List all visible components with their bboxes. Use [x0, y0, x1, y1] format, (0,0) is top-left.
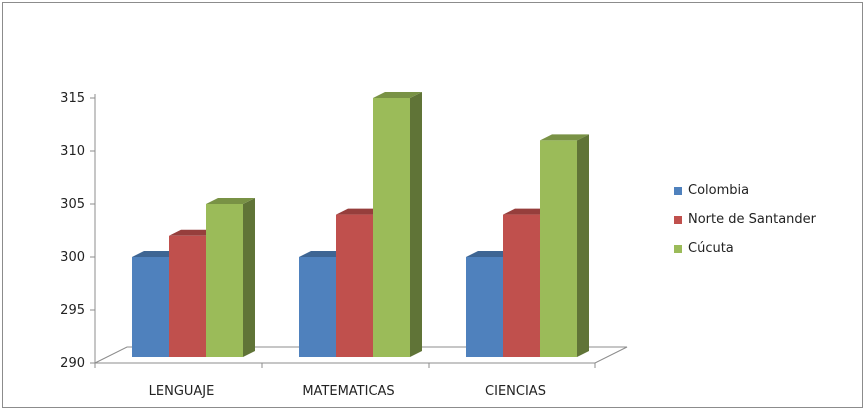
y-tick-label: 310 — [60, 144, 85, 159]
legend-item-cucuta: Cúcuta — [674, 234, 816, 263]
bar-side-face — [577, 134, 589, 357]
bar-front-face — [540, 140, 577, 357]
bar-front-face — [299, 257, 336, 357]
y-tick-label: 290 — [60, 356, 85, 371]
bar-front-face — [503, 214, 540, 357]
x-category-label: MATEMATICAS — [302, 384, 394, 399]
bar-front-face — [132, 257, 169, 357]
bar-cucuta-lenguaje — [206, 198, 255, 357]
legend-swatch-colombia — [674, 186, 682, 195]
y-tick-label: 300 — [60, 250, 85, 265]
bar-front-face — [466, 257, 503, 357]
legend-label-cucuta: Cúcuta — [688, 241, 734, 256]
bar-top-face — [373, 92, 422, 98]
bar-cucuta-matematicas — [373, 92, 422, 357]
x-category-label: CIENCIAS — [485, 384, 546, 399]
bar-top-face — [132, 251, 181, 257]
bar-front-face — [206, 204, 243, 357]
bar-top-face — [299, 251, 348, 257]
y-tick-label: 315 — [60, 91, 85, 106]
x-category-label: LENGUAJE — [149, 384, 215, 399]
bar-top-face — [206, 198, 255, 204]
legend-item-colombia: Colombia — [674, 176, 816, 205]
bar-front-face — [169, 235, 206, 357]
legend-swatch-norte-de-santander — [674, 215, 682, 224]
legend-item-norte-de-santander: Norte de Santander — [674, 205, 816, 234]
bar-top-face — [540, 134, 589, 141]
bar-front-face — [336, 214, 373, 357]
y-tick-label: 305 — [60, 197, 85, 212]
chart-floor — [94, 346, 628, 364]
bar-side-face — [243, 198, 255, 357]
legend-swatch-cucuta — [674, 244, 682, 253]
bar-top-face — [169, 229, 218, 236]
y-tick-label: 295 — [60, 303, 85, 318]
bar-top-face — [466, 251, 515, 257]
bar-top-face — [503, 208, 552, 215]
legend-label-norte-de-santander: Norte de Santander — [688, 212, 816, 227]
bar-cucuta-ciencias — [540, 134, 589, 357]
chart-legend: Colombia Norte de Santander Cúcuta — [674, 176, 816, 263]
legend-label-colombia: Colombia — [688, 183, 750, 198]
bar-side-face — [410, 92, 422, 357]
bar-top-face — [336, 208, 385, 215]
bar-front-face — [373, 98, 410, 357]
